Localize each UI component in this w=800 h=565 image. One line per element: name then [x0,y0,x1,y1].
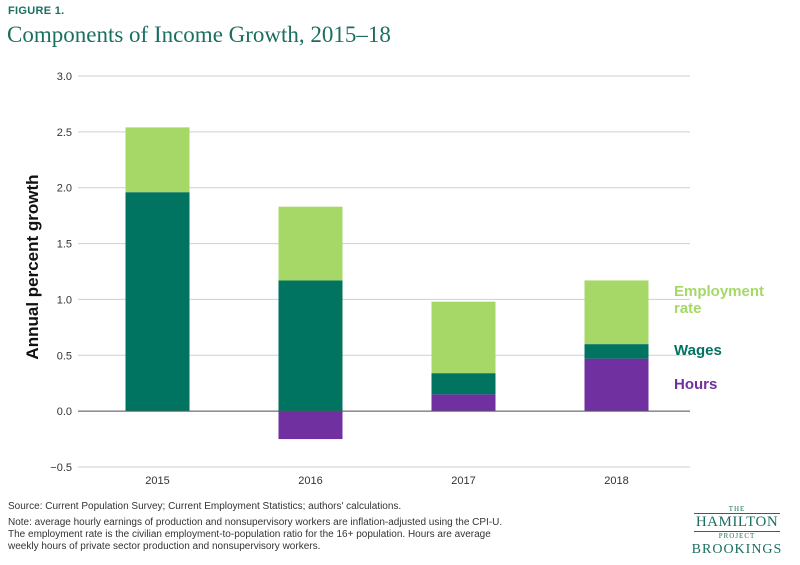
hamilton-project-logo: THE HAMILTON PROJECT BROOKINGS [680,505,794,558]
bars [125,127,649,440]
stacked-bar-chart: −0.50.00.51.01.52.02.53.0 2015 2016 2017 20… [23,71,764,487]
y-tick-label: 3.0 [57,71,72,83]
footnote: Note: average hourly earnings of product… [8,517,608,553]
x-tick-label: 2016 [298,475,322,487]
y-tick-label: −0.5 [50,462,72,474]
legend-hours: Hours [674,376,717,393]
chart-title: Components of Income Growth, 2015–18 [7,22,391,47]
bar-employment-rate-2015 [125,127,190,193]
logo-the: THE [728,505,746,513]
brookings-logo: BROOKINGS [691,542,783,557]
footnote-line-3: weekly hours of private sector productio… [8,541,321,552]
legend-employment-rate-line2: rate [674,300,702,317]
x-tick-label: 2015 [145,475,169,487]
footnote-line-1: Note: average hourly earnings of product… [8,517,503,528]
bar-hours-2017 [431,394,496,412]
y-tick-label: 1.5 [57,239,72,251]
y-tick-label: 0.5 [57,350,72,362]
legend-wages: Wages [674,342,722,359]
bar-wages-2016 [278,280,343,412]
bar-employment-rate-2018 [584,280,649,345]
legend: Employment rate Wages Hours [674,283,764,393]
x-tick-label: 2017 [451,475,475,487]
bar-wages-2015 [125,192,190,412]
bar-employment-rate-2016 [278,206,343,281]
y-tick-label: 2.0 [57,183,72,195]
x-tick-label: 2018 [604,475,628,487]
y-tick-label: 0.0 [57,406,72,418]
bar-hours-2016 [278,411,343,440]
logo-project: PROJECT [718,532,756,540]
logo-hamilton: HAMILTON [693,513,781,532]
bar-wages-2017 [431,373,496,395]
bar-hours-2018 [584,358,649,412]
bar-employment-rate-2017 [431,301,496,374]
legend-employment-rate-line1: Employment [674,283,764,300]
bar-wages-2018 [584,344,649,359]
x-axis-ticks: 2015 2016 2017 2018 [145,475,628,487]
y-tick-label: 1.0 [57,294,72,306]
y-tick-label: 2.5 [57,127,72,139]
y-axis-ticks: −0.5 0.0 0.5 1.0 1.5 2.0 2.5 3.0 [50,71,72,474]
footnote-line-2: The employment rate is the civilian empl… [8,529,491,540]
source-note: Source: Current Population Survey; Curre… [8,501,402,512]
y-axis-label: Annual percent growth [23,174,42,359]
figure-label: FIGURE 1. [8,5,65,17]
